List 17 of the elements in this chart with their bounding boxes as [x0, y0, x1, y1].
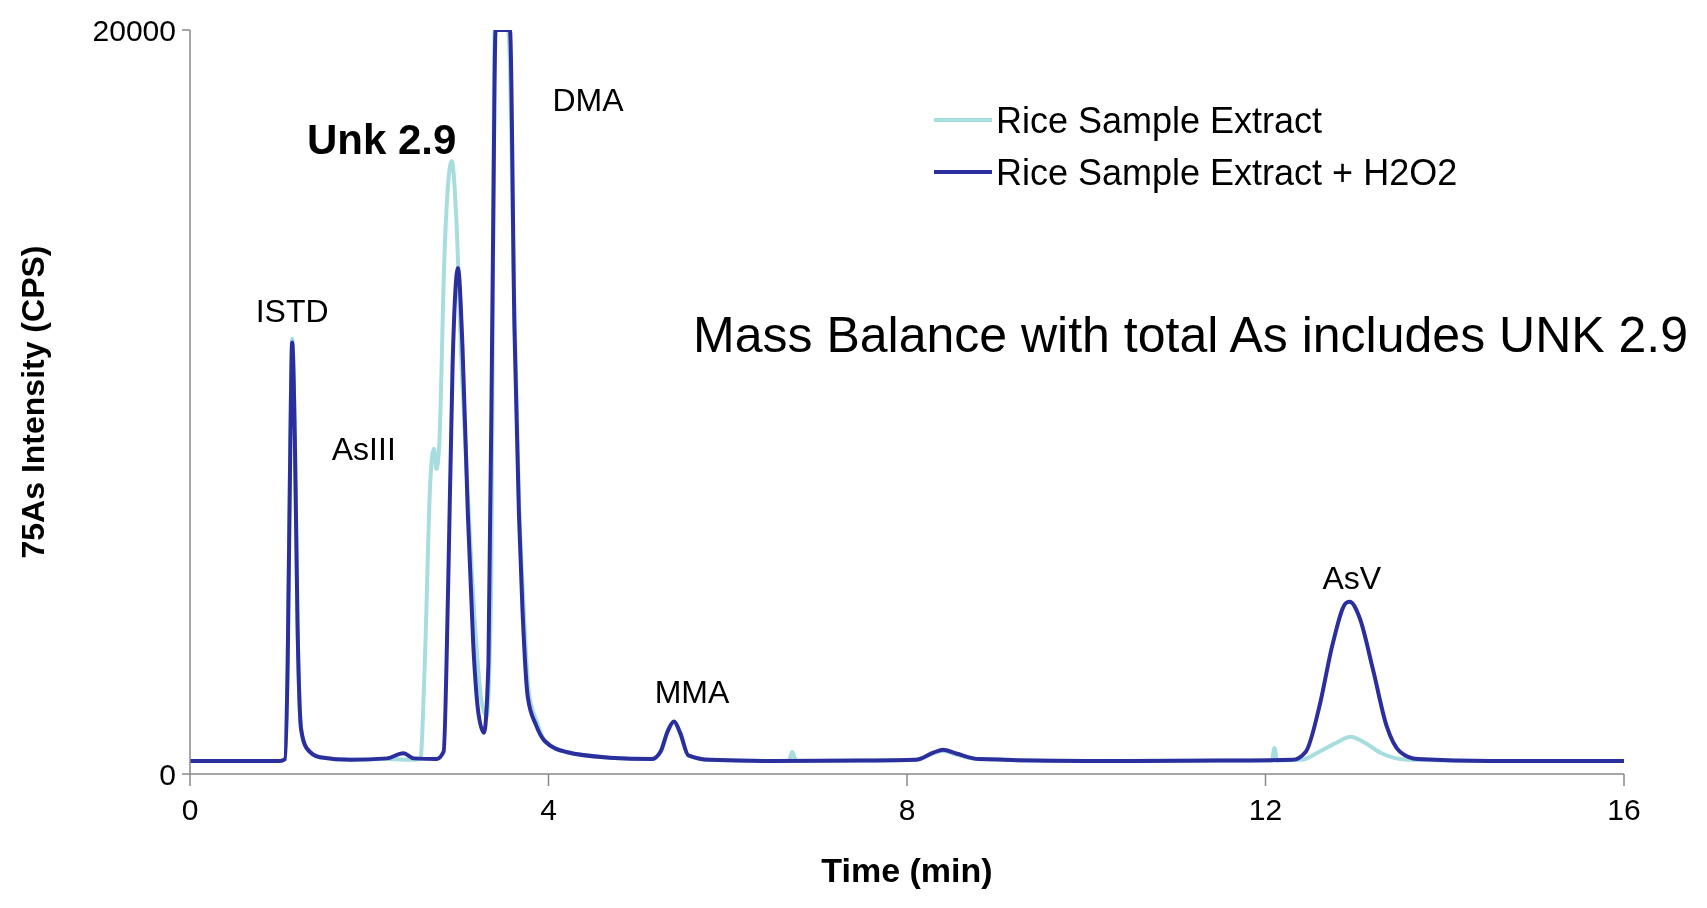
annotation: AsIII	[331, 431, 396, 468]
legend-label: Rice Sample Extract + H2O2	[996, 151, 1458, 193]
annotation: DMA	[552, 82, 625, 119]
x-tick-label: 16	[1607, 793, 1641, 826]
y-tick-label: 20000	[92, 13, 176, 47]
x-tick-label: 8	[898, 793, 916, 826]
y-axis-title: 75As Intensity (CPS)	[15, 245, 51, 559]
x-tick-label: 4	[540, 793, 557, 826]
x-tick-label: 12	[1248, 793, 1283, 826]
annotation: AsV	[1322, 559, 1382, 596]
annotation: ISTD	[255, 292, 329, 329]
legend-label: Rice Sample Extract	[996, 99, 1323, 141]
annotation: Mass Balance with total As includes UNK 2.9	[693, 307, 1688, 363]
annotation: Unk 2.9	[307, 115, 457, 163]
x-axis-title: Time (min)	[821, 851, 993, 889]
x-tick-label: 0	[181, 793, 199, 826]
annotation: MMA	[654, 673, 730, 710]
